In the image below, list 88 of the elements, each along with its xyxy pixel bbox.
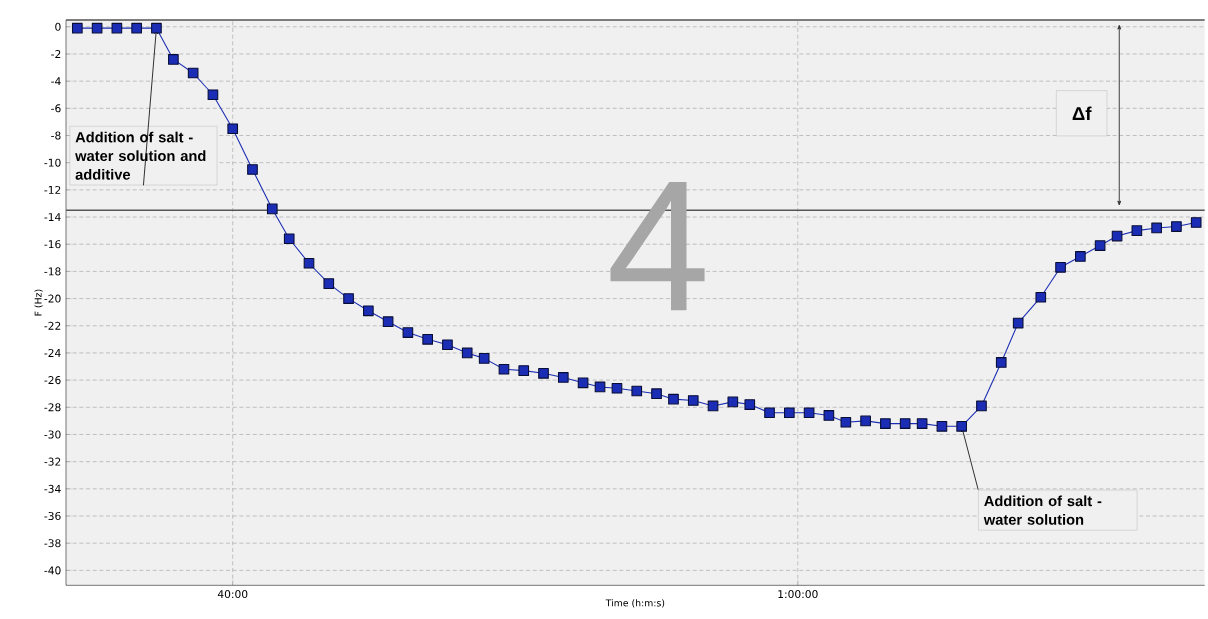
point [362, 305, 374, 317]
point [1190, 217, 1202, 228]
annotation: Addition of salt - water solution [983, 495, 1102, 526]
y-tick-label: -4 [51, 77, 61, 86]
point [707, 400, 719, 412]
point [498, 364, 510, 375]
point [283, 233, 295, 245]
point [1131, 225, 1143, 237]
point [266, 203, 278, 215]
y-tick-label: -2 [51, 50, 61, 59]
point [687, 395, 699, 407]
point [764, 407, 775, 419]
y-tick-label: -26 [44, 376, 61, 385]
point [956, 421, 968, 432]
y-tick-label: 0 [55, 22, 61, 31]
point [611, 383, 623, 394]
point [1151, 222, 1162, 234]
y-tick-label: -14 [44, 213, 61, 222]
point [422, 334, 434, 345]
y-tick-label: -32 [44, 457, 61, 466]
y-tick-label: -6 [51, 104, 61, 113]
annotation: 4 [610, 182, 705, 311]
point [936, 421, 948, 432]
point [651, 388, 662, 400]
y-tick-label: -18 [44, 267, 61, 276]
y-tick-label: -38 [44, 539, 61, 548]
y-tick-label: -30 [44, 430, 61, 439]
point [1171, 221, 1182, 233]
point [227, 123, 239, 135]
point [323, 278, 335, 290]
point [247, 164, 258, 175]
point [402, 327, 414, 339]
annotation: Addition of salt - water solution and additive [75, 131, 206, 180]
point [744, 399, 756, 411]
point [518, 365, 530, 377]
y-tick-label: -22 [44, 321, 61, 330]
y-tick-label: -34 [44, 484, 61, 494]
point [899, 418, 911, 430]
y-tick-label: -24 [44, 349, 61, 358]
point [1094, 240, 1106, 252]
point [1111, 230, 1123, 242]
point [207, 89, 219, 101]
point [343, 293, 354, 305]
point [1012, 317, 1024, 329]
y-tick-label: -16 [44, 240, 61, 249]
point [577, 377, 589, 389]
point [860, 415, 871, 427]
point [840, 417, 852, 428]
point [916, 418, 928, 430]
point [91, 22, 103, 34]
x-tick-label: 1:00:00 [778, 590, 818, 599]
point [71, 22, 83, 34]
point [803, 407, 815, 419]
point [823, 410, 835, 421]
y-tick-label: -20 [44, 294, 61, 303]
x-axis-title: Time (h:m:s) [605, 599, 665, 608]
point [880, 418, 891, 430]
point [1055, 262, 1066, 273]
y-tick-label: -8 [51, 131, 61, 140]
point [187, 67, 199, 79]
y-tick-label: -40 [44, 566, 61, 575]
point [631, 385, 643, 397]
point [538, 368, 549, 379]
point [131, 22, 142, 34]
point [594, 381, 606, 393]
x-tick-label: 40:00 [217, 590, 248, 599]
point [557, 372, 569, 383]
point [1035, 292, 1047, 303]
point [151, 22, 162, 34]
point [303, 258, 315, 269]
y-axis-title: F (Hz) [34, 289, 43, 316]
point [478, 353, 490, 364]
point [783, 407, 795, 419]
point [995, 357, 1007, 368]
point [461, 347, 473, 359]
y-tick-label: -10 [44, 158, 61, 167]
point [727, 396, 739, 408]
point [976, 400, 987, 412]
point [111, 22, 123, 34]
point [382, 316, 394, 328]
point [668, 393, 679, 405]
point [1075, 251, 1086, 262]
y-tick-label: -36 [44, 512, 61, 521]
y-tick-label: -28 [44, 403, 61, 412]
annotation: Δf [1072, 106, 1092, 121]
point [442, 339, 453, 351]
y-tick-label: -12 [44, 186, 61, 194]
point [168, 54, 179, 65]
